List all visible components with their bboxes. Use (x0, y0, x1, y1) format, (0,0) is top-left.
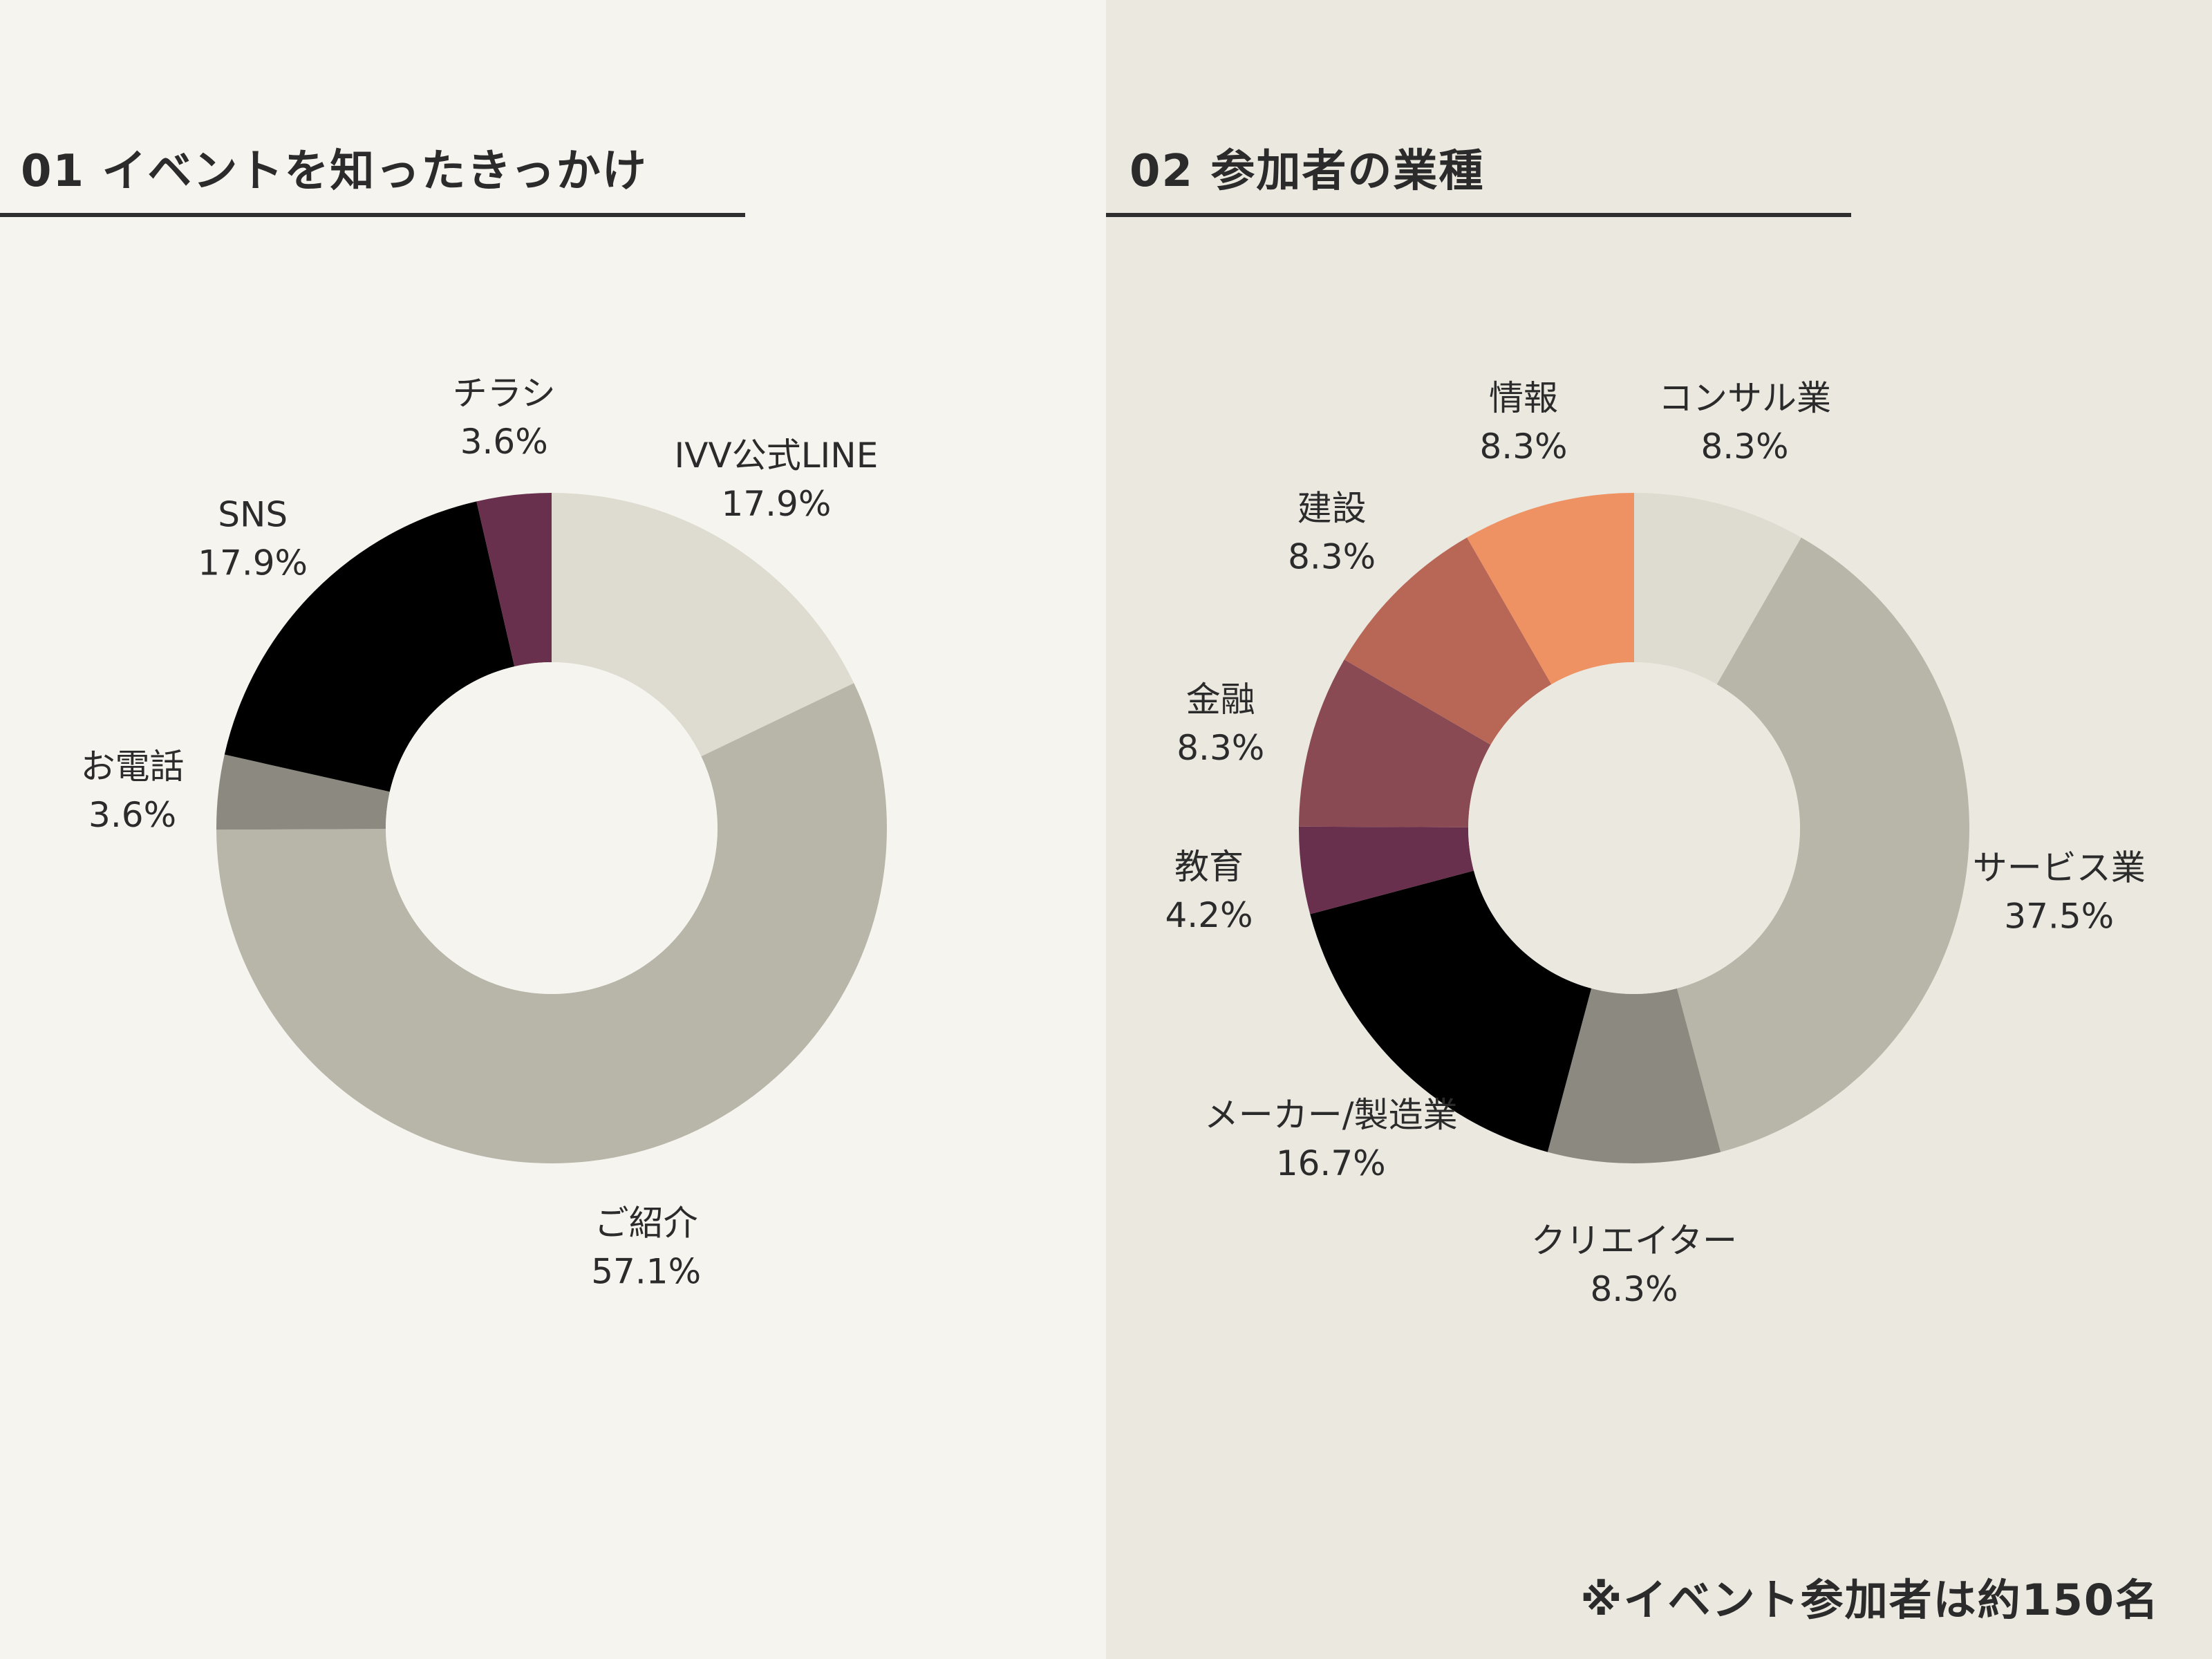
industry-label-6: 建設 8.3% (1288, 489, 1376, 577)
discovery-slice-2 (216, 754, 390, 830)
discovery-slice-0 (552, 493, 854, 757)
discovery-label-3: SNS 17.9% (198, 495, 308, 583)
discovery-label-2: お電話 3.6% (81, 747, 185, 835)
discovery-slice-4 (476, 493, 552, 667)
discovery-label-1: ご紹介 57.1% (591, 1203, 701, 1291)
title-underline-right (1106, 213, 1851, 217)
industry-donut-hole (1468, 662, 1800, 994)
industry-slice-6 (1344, 537, 1552, 745)
chart-title-discovery: 01 イベントを知ったきっかけ (21, 146, 648, 197)
discovery-donut-hole (386, 662, 718, 994)
industry-label-7: 情報 8.3% (1479, 378, 1567, 467)
industry-slice-7 (1467, 493, 1634, 684)
industry-slice-5 (1299, 659, 1491, 827)
discovery-label-0: IVV公式LINE 17.9% (675, 435, 879, 524)
industry-label-3: メーカー/製造業 16.7% (1204, 1095, 1458, 1183)
chart-title-industry: 02 参加者の業種 (1130, 146, 1485, 197)
industry-slice-1 (1676, 537, 1969, 1152)
industry-label-5: 金融 8.3% (1177, 679, 1264, 768)
discovery-label-4: チラシ 3.6% (453, 373, 556, 462)
industry-label-4: 教育 4.2% (1165, 847, 1253, 935)
industry-label-2: クリエイター 8.3% (1531, 1221, 1737, 1309)
participant-count-note: ※イベント参加者は約150名 (1580, 1575, 2159, 1625)
industry-slice-4 (1299, 826, 1474, 915)
industry-label-1: サービス業 37.5% (1973, 848, 2146, 937)
discovery-slice-1 (216, 683, 887, 1163)
discovery-slice-3 (224, 501, 515, 792)
industry-slice-0 (1634, 493, 1801, 684)
title-underline-left (0, 213, 745, 217)
industry-label-0: コンサル業 8.3% (1658, 378, 1831, 467)
industry-slice-2 (1547, 988, 1721, 1163)
industry-slice-3 (1310, 870, 1592, 1152)
